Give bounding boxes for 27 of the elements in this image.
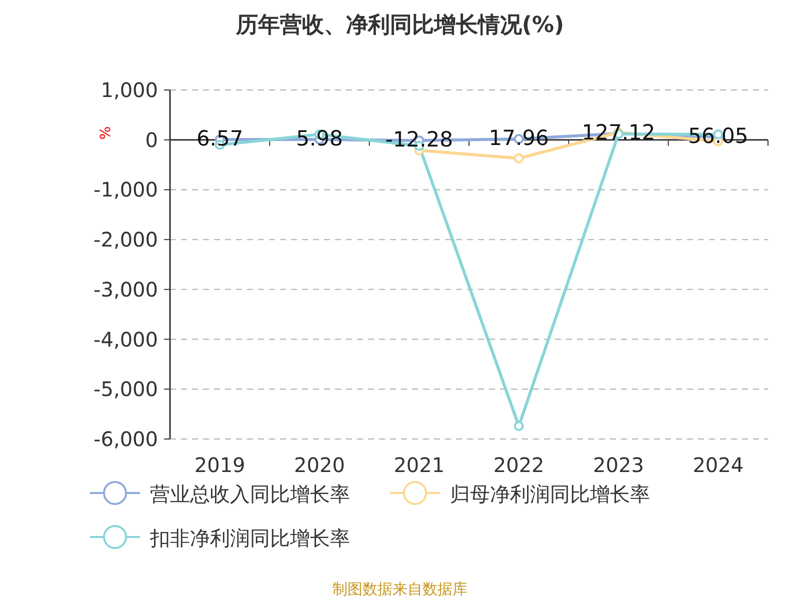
- y-tick-label: 0: [145, 128, 158, 152]
- chart-title: 历年营收、净利同比增长情况(%): [234, 13, 564, 38]
- y-tick-label: 1,000: [100, 78, 158, 102]
- y-tick-label: -1,000: [94, 178, 158, 202]
- data-label: 127.12: [582, 120, 656, 145]
- legend-label: 营业总收入同比增长率: [150, 482, 350, 506]
- data-label: -12.28: [385, 127, 454, 152]
- x-tick-label: 2024: [692, 453, 744, 477]
- x-tick-label: 2020: [294, 453, 345, 477]
- point: [514, 153, 524, 164]
- y-axis-title: %: [98, 126, 114, 140]
- point: [514, 421, 524, 432]
- x-tick-label: 2019: [194, 453, 246, 477]
- y-tick-label: -3,000: [94, 277, 158, 302]
- x-tick-label: 2022: [493, 453, 544, 477]
- y-tick-label: -2,000: [94, 228, 158, 252]
- data-label: 56.05: [688, 124, 748, 148]
- text: 制图数据来自数据库: [332, 580, 468, 598]
- x-tick-label: 2021: [394, 453, 445, 477]
- data-label: 17.96: [488, 126, 549, 150]
- legend-label: 归母净利润同比增长率: [450, 482, 650, 506]
- y-tick-label: -4,000: [94, 327, 158, 352]
- y-tick-label: -6,000: [94, 427, 158, 451]
- x-tick-label: 2023: [593, 453, 644, 477]
- data-label: 6.57: [196, 126, 244, 151]
- legend-label: 扣非净利润同比增长率: [149, 526, 350, 550]
- y-tick-label: -5,000: [94, 377, 158, 402]
